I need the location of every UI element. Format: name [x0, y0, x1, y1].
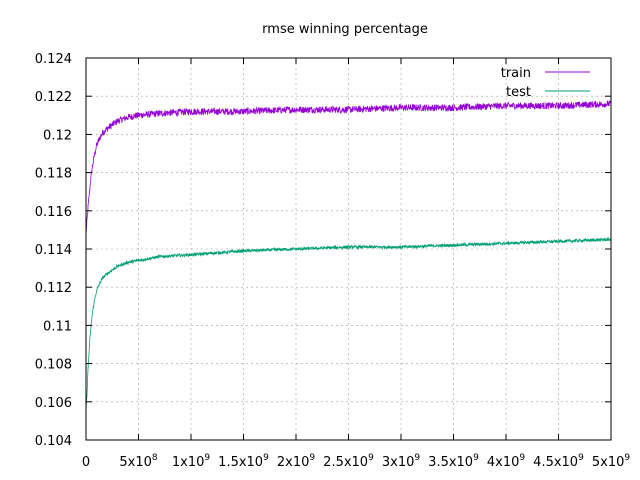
x-tick-label: 5x108 [119, 453, 158, 470]
y-tick-label: 0.114 [35, 243, 72, 258]
y-tick-label: 0.11 [43, 319, 72, 334]
y-tick-label: 0.112 [35, 281, 72, 296]
y-tick-label: 0.118 [35, 167, 72, 182]
chart-title: rmse winning percentage [262, 22, 428, 37]
x-tick-label: 2.5x109 [323, 453, 374, 470]
y-tick-label: 0.104 [35, 434, 72, 449]
y-tick-label: 0.122 [35, 90, 72, 105]
y-tick-label: 0.12 [43, 128, 72, 143]
x-tick-label: 1x109 [172, 453, 211, 470]
x-tick-label: 4x109 [487, 453, 526, 470]
x-tick-label: 1.5x109 [218, 453, 269, 470]
y-tick-label: 0.108 [35, 358, 72, 373]
x-axis-ticks: 0 5x108 1x109 1.5x109 2x109 2.5x109 3x109 3.5x1… [82, 58, 631, 470]
x-tick-label: 3.5x109 [428, 453, 479, 470]
y-tick-label: 0.106 [35, 396, 72, 411]
grid [86, 58, 611, 440]
legend: train test [501, 66, 590, 100]
x-tick-label: 2x109 [277, 453, 316, 470]
y-tick-label: 0.116 [35, 205, 72, 220]
series-line-train [85, 100, 612, 233]
series-group [85, 100, 612, 413]
x-tick-label: 3x109 [382, 453, 421, 470]
legend-label-test: test [506, 85, 531, 100]
legend-label-train: train [501, 66, 531, 81]
y-tick-label: 0.124 [35, 52, 72, 67]
series-line-test [85, 236, 612, 413]
x-tick-label: 4.5x109 [533, 453, 584, 470]
x-tick-label: 0 [82, 455, 90, 470]
y-axis-ticks: 0.104 0.106 0.108 0.11 0.112 0.114 0.116 0.118 0… [35, 52, 611, 449]
x-tick-label: 5x109 [592, 453, 631, 470]
